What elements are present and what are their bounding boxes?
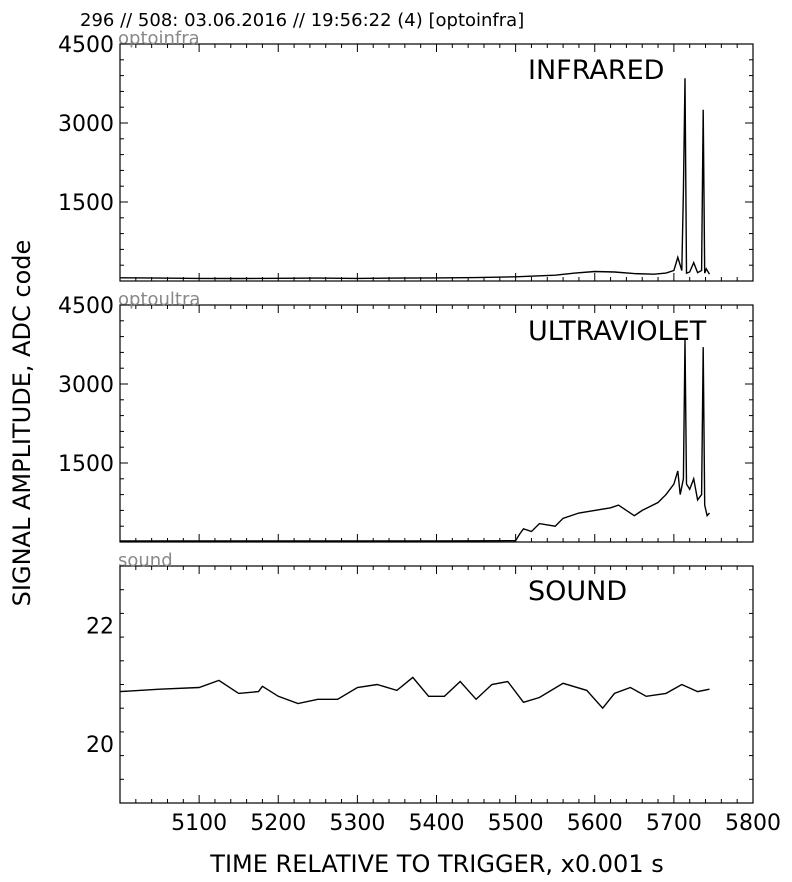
panel-sound-frame bbox=[119, 565, 754, 804]
panel-sound-ticks bbox=[119, 565, 754, 804]
panel-ultraviolet-series-line bbox=[120, 339, 711, 542]
panel-sound-title: SOUND bbox=[528, 576, 627, 607]
x-tick-label: 5200 bbox=[250, 811, 306, 836]
x-tick-label: 5100 bbox=[171, 811, 227, 836]
panel-infrared: optoinfra INFRARED 1500 3000 4500 bbox=[58, 28, 754, 282]
panel-infrared-source-label: optoinfra bbox=[118, 28, 200, 49]
panel-ultraviolet: optoultra ULTRAVIOLET 1500 3000 4500 bbox=[58, 289, 754, 543]
sound-ytick-label: 20 bbox=[86, 733, 114, 758]
panel-ultraviolet-title: ULTRAVIOLET bbox=[528, 316, 707, 347]
ultraviolet-ytick-label: 3000 bbox=[58, 373, 114, 398]
panel-infrared-ticks bbox=[119, 43, 754, 282]
x-tick-label: 5700 bbox=[646, 811, 702, 836]
x-axis-label: TIME RELATIVE TO TRIGGER, x0.001 s bbox=[209, 850, 663, 878]
chart-header-title: 296 // 508: 03.06.2016 // 19:56:22 (4) [… bbox=[80, 10, 524, 31]
panel-ultraviolet-ytick-labels: 1500 3000 4500 bbox=[58, 294, 114, 477]
panel-infrared-series-line bbox=[119, 78, 711, 280]
infrared-ytick-label: 1500 bbox=[58, 191, 114, 216]
x-tick-label: 5800 bbox=[725, 811, 781, 836]
panel-ultraviolet-source-label: optoultra bbox=[118, 289, 200, 310]
panel-sound-source-label: sound bbox=[118, 550, 173, 571]
x-tick-label: 5500 bbox=[488, 811, 544, 836]
ultraviolet-ytick-label: 4500 bbox=[58, 294, 114, 319]
panel-infrared-ytick-labels: 1500 3000 4500 bbox=[58, 33, 114, 216]
x-tick-label: 5400 bbox=[409, 811, 465, 836]
x-tick-label: 5300 bbox=[329, 811, 385, 836]
sound-ytick-label: 22 bbox=[86, 614, 114, 639]
panel-sound-series-line bbox=[119, 676, 710, 710]
panel-infrared-title: INFRARED bbox=[528, 55, 664, 86]
x-tick-label: 5600 bbox=[567, 811, 623, 836]
y-axis-label: SIGNAL AMPLITUDE, ADC code bbox=[8, 240, 36, 607]
infrared-ytick-label: 4500 bbox=[58, 33, 114, 58]
x-axis-tick-labels: 5100 5200 5300 5400 5500 5600 5700 5800 bbox=[171, 811, 781, 836]
infrared-ytick-label: 3000 bbox=[58, 112, 114, 137]
ultraviolet-ytick-label: 1500 bbox=[58, 452, 114, 477]
